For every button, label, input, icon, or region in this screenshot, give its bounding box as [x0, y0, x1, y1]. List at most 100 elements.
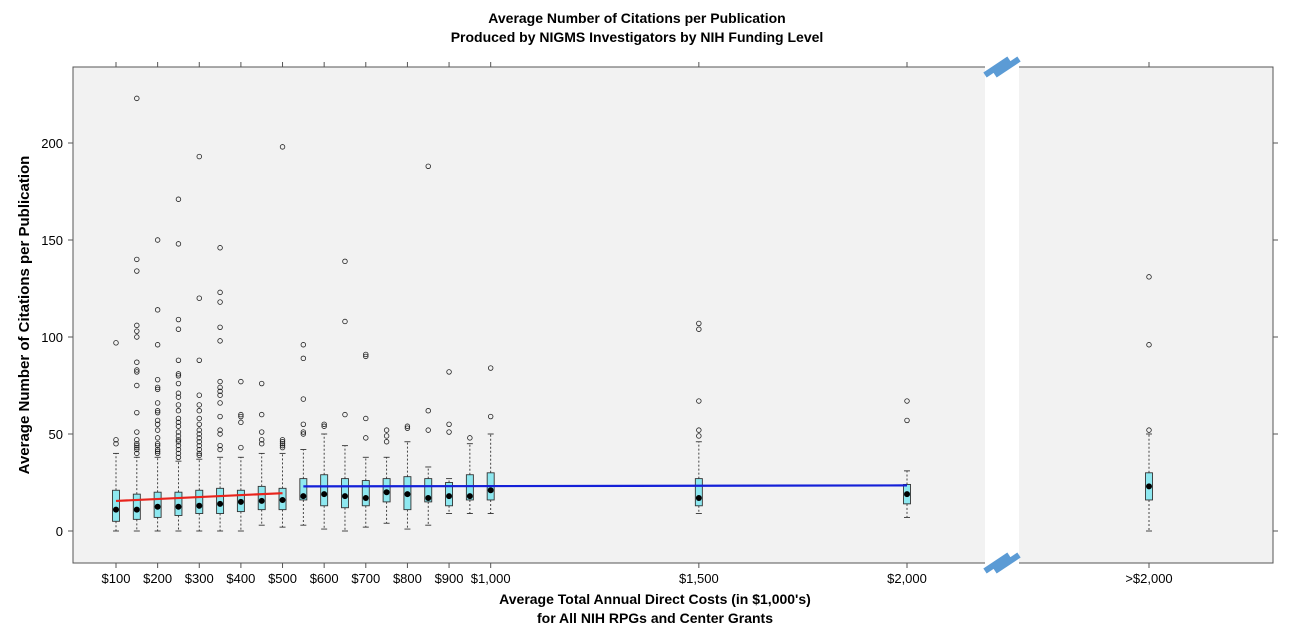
outlier-point [446, 421, 452, 427]
median-dot [695, 495, 702, 502]
outlier-point [259, 441, 265, 447]
outlier-point [134, 334, 140, 340]
box-group [694, 320, 703, 514]
y-tick-label: 150 [41, 233, 63, 248]
outlier-point [134, 442, 140, 449]
trend-line-high [303, 484, 908, 488]
median-dot [133, 506, 140, 513]
outlier-point [279, 437, 286, 443]
outlier-point [217, 378, 223, 385]
outlier-point [154, 384, 161, 391]
x-tick-label: $100 [102, 571, 131, 586]
outlier-point [134, 446, 140, 453]
outlier-point [383, 433, 390, 439]
box-group [1145, 274, 1153, 532]
outlier-point [196, 392, 202, 398]
outlier-point [425, 163, 431, 169]
outlier-point [196, 408, 202, 414]
box-group [257, 380, 266, 526]
outlier-point [196, 452, 202, 459]
outlier-point [134, 322, 140, 329]
outlier-point [217, 338, 223, 344]
x-tick-label: $400 [226, 571, 255, 586]
median-dot [904, 491, 910, 498]
outlier-point [217, 413, 223, 420]
outlier-point [154, 342, 161, 348]
outlier-point [259, 411, 265, 418]
x-tick-label: $900 [435, 571, 464, 586]
outlier-point [154, 409, 161, 416]
outlier-point [217, 392, 223, 398]
outlier-point [154, 435, 161, 441]
box-iqr [112, 489, 120, 522]
outlier-point [342, 258, 348, 265]
outlier-point [134, 367, 140, 373]
outlier-point [134, 382, 140, 389]
outlier-point [1146, 274, 1152, 280]
outlier-point [446, 369, 452, 375]
outlier-point [342, 318, 348, 325]
box-group [445, 369, 454, 514]
outlier-point [259, 437, 265, 443]
outlier-point [404, 423, 411, 429]
outlier-point [175, 326, 182, 332]
box-iqr [320, 474, 329, 507]
outlier-point [196, 427, 202, 433]
outlier-point [113, 340, 119, 346]
outlier-point [279, 442, 286, 449]
outlier-point [196, 295, 202, 301]
axis-break-marks [983, 56, 1021, 574]
box-group [320, 421, 329, 530]
outlier-point [154, 237, 161, 243]
outlier-point [467, 435, 473, 441]
outlier-point [279, 441, 286, 447]
outlier-point [904, 417, 910, 424]
outlier-point [134, 409, 140, 416]
x-tick-label: >$2,000 [1125, 571, 1172, 586]
outlier-point [134, 437, 140, 443]
outlier-point [175, 437, 182, 443]
outlier-point [300, 431, 307, 437]
outlier-point [279, 444, 286, 451]
outlier-point [217, 289, 223, 296]
outlier-point [217, 400, 223, 406]
outlier-point [217, 388, 223, 395]
outlier-point [113, 437, 119, 443]
outlier-point [363, 415, 369, 422]
x-tick-label: $800 [393, 571, 422, 586]
outlier-point [404, 425, 411, 431]
outlier-point [321, 421, 327, 427]
outlier-point [300, 429, 307, 435]
outlier-point [134, 359, 140, 365]
y-axis: 0 50 100 150 200 [41, 136, 1278, 539]
box-group [132, 95, 141, 532]
outlier-point [279, 439, 286, 445]
box-group [361, 351, 370, 528]
outlier-point [154, 417, 161, 424]
box-group [174, 196, 183, 532]
outlier-point [175, 423, 182, 429]
box-group [382, 427, 391, 524]
box-group [341, 258, 349, 532]
outlier-point [904, 398, 910, 404]
outlier-point [217, 446, 223, 453]
outlier-point [696, 427, 702, 433]
box-iqr [465, 474, 474, 501]
outlier-point [217, 324, 223, 330]
outlier-point [134, 328, 140, 334]
median-dot [237, 498, 244, 505]
outlier-point [154, 448, 161, 455]
x-tick-label: $300 [185, 571, 214, 586]
median-dot [321, 491, 328, 498]
outlier-point [696, 398, 702, 404]
outlier-point [175, 394, 182, 400]
outlier-point [154, 427, 161, 433]
outlier-point [175, 415, 182, 422]
box-iqr [299, 478, 308, 501]
x-tick-label: $1,000 [471, 571, 511, 586]
outlier-point [300, 396, 307, 402]
median-dot [487, 487, 494, 494]
y-tick-label: 50 [49, 427, 63, 442]
